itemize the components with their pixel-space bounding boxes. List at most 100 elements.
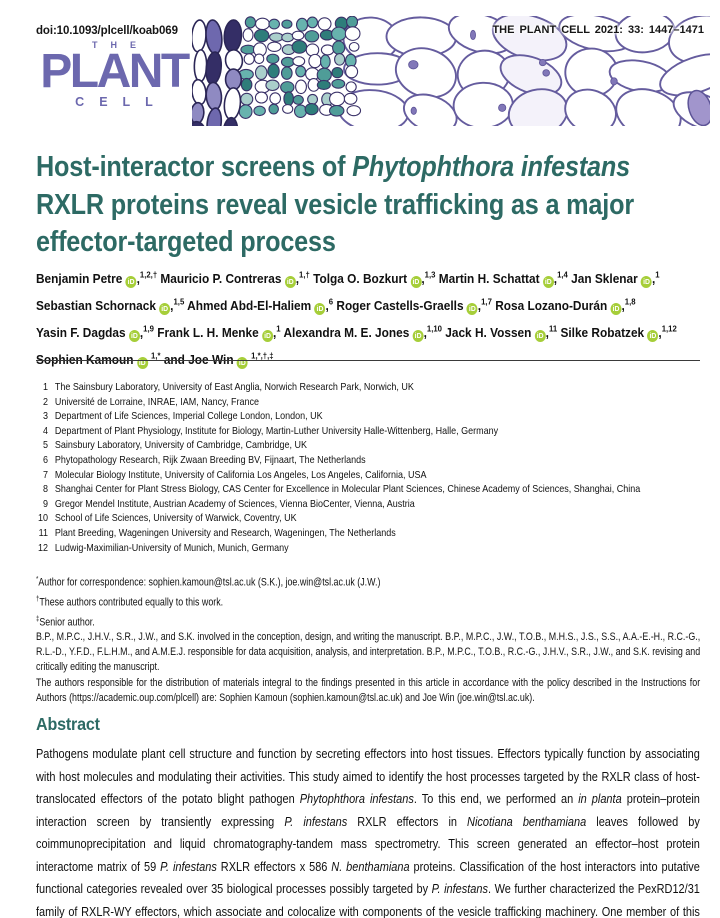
orcid-icon[interactable]: iD [136, 356, 148, 369]
affiliation-text: School of Life Sciences, University of W… [54, 512, 297, 525]
abstract-section: Abstract Pathogens modulate plant cell s… [36, 714, 720, 918]
orcid-icon[interactable]: iD [542, 276, 554, 289]
orcid-icon[interactable]: iD [262, 329, 273, 342]
author: Martin H. Schattat iD ,1,4 [438, 270, 568, 289]
note-line: The authors responsible for the distribu… [36, 676, 701, 704]
affiliation-item: 12 Ludwig-Maximilian-University of Munich… [36, 541, 702, 556]
author-name: Alexandra M. E. Jones [283, 324, 410, 340]
author-name: Benjamin Petre [36, 271, 123, 287]
note-line: B.P., M.P.C., J.H.V., S.R., J.W., and S.… [36, 631, 701, 674]
author: Sophien Kamoun iD 1,* [36, 350, 161, 369]
author: Silke Robatzek iD ,1,12 [560, 323, 677, 342]
author-name: Silke Robatzek [560, 324, 645, 340]
divider-rule [36, 360, 700, 361]
orcid-icon[interactable]: iD [647, 329, 659, 342]
orcid-icon[interactable]: iD [641, 276, 652, 289]
affiliation-text: Université de Lorraine, INRAE, IAM, Nanc… [54, 395, 259, 408]
doi-text: doi:10.1093/plcell/koab069 [36, 25, 178, 37]
affiliation-text: Molecular Biology Institute, University … [54, 468, 427, 481]
author-superscript: 1 [655, 270, 660, 280]
affiliation-number: 5 [42, 439, 48, 452]
affiliation-text: Gregor Mendel Institute, Austrian Academ… [54, 497, 415, 510]
affiliation-number: 7 [42, 468, 48, 481]
author-name: Tolga O. Bozkurt [313, 271, 408, 287]
author-superscript: 1,9 [143, 323, 154, 334]
orcid-icon[interactable]: iD [284, 276, 296, 289]
author-superscript: 1,12 [661, 323, 677, 334]
affiliation-list: 1 The Sainsbury Laboratory, University of… [36, 380, 702, 555]
affiliation-item: 6 Phytopathology Research, Rijk Zwaan Bre… [36, 453, 702, 468]
author-list: Benjamin Petre iD ,1,2,† Mauricio P. Cont… [36, 264, 705, 371]
author-name: Roger Castells-Graells [336, 298, 464, 314]
author: Roger Castells-Graells iD ,1,7 [336, 296, 492, 316]
affiliation-text: Sainsbury Laboratory, University of Camb… [54, 439, 307, 452]
logo-word-plant: PLANT [40, 45, 190, 98]
author: Mauricio P. Contreras iD ,1,† [160, 270, 310, 289]
author: Tolga O. Bozkurt iD ,1,3 [313, 270, 436, 289]
affiliation-text: Department of Life Sciences, Imperial Co… [54, 410, 323, 423]
author-name: Sophien Kamoun [36, 351, 134, 367]
author-superscript: 1,† [299, 270, 310, 280]
author-name: Rosa Lozano-Durán [495, 298, 608, 314]
note-line: *Author for correspondence: sophien.kamo… [36, 574, 381, 589]
affiliation-item: 10 School of Life Sciences, University of… [36, 511, 702, 526]
author: and Joe Win iD 1,*,†,‡ [163, 350, 274, 369]
note-line: †These authors contributed equally to th… [36, 593, 224, 609]
affiliation-item: 7 Molecular Biology Institute, University… [36, 468, 702, 483]
author: Frank L. H. Menke iD ,1 [157, 323, 281, 342]
journal-citation: THE PLANT CELL 2021: 33: 1447–1471 [492, 24, 704, 36]
author-superscript: 1,* [151, 350, 161, 361]
article-title: Host-interactor screens of Phytophthora … [36, 149, 717, 262]
orcid-icon[interactable]: iD [314, 303, 326, 316]
affiliation-text: Phytopathology Research, Rijk Zwaan Bree… [54, 453, 366, 466]
plant-cell-micrograph-image [192, 16, 710, 126]
affiliation-number: 1 [42, 381, 48, 393]
author-notes: *Author for correspondence: sophien.kamo… [36, 571, 700, 706]
affiliation-text: Plant Breeding, Wageningen University an… [54, 526, 396, 539]
abstract-heading: Abstract [36, 714, 100, 734]
orcid-icon[interactable]: iD [412, 329, 424, 342]
author: Jack H. Vossen iD ,11 [445, 323, 558, 342]
affiliation-item: 4 Department of Plant Physiology, Institu… [36, 424, 702, 439]
author-superscript: 1,5 [173, 296, 185, 307]
affiliation-number: 12 [37, 541, 48, 554]
author: Ahmed Abd-El-Haliem iD ,6 [187, 296, 334, 316]
author-superscript: 1 [276, 323, 281, 334]
affiliation-text: The Sainsbury Laboratory, University of … [54, 381, 414, 393]
note-symbol: ‡ [36, 613, 40, 623]
author-name: Mauricio P. Contreras [160, 271, 282, 287]
title-line: effector-targeted process [36, 226, 336, 258]
affiliation-item: 1 The Sainsbury Laboratory, University of… [36, 380, 702, 395]
affiliation-item: 9 Gregor Mendel Institute, Austrian Acade… [36, 497, 702, 512]
orcid-icon[interactable]: iD [534, 329, 546, 342]
affiliation-number: 3 [42, 410, 48, 423]
plant-cell-logo: THE PLANT CELL [40, 40, 190, 109]
orcid-icon[interactable]: iD [236, 356, 248, 369]
affiliation-text: Ludwig-Maximilian-University of Munich, … [54, 541, 289, 554]
logo-word-the: THE [92, 40, 149, 50]
affiliation-item: 8 Shanghai Center for Plant Stress Biolog… [36, 482, 702, 497]
orcid-icon[interactable]: iD [128, 329, 140, 342]
affiliation-number: 10 [37, 512, 48, 525]
affiliation-text: Department of Plant Physiology, Institut… [54, 424, 499, 437]
orcid-icon[interactable]: iD [466, 303, 478, 316]
title-line: Host-interactor screens of Phytophthora … [36, 151, 630, 183]
orcid-icon[interactable]: iD [159, 303, 171, 316]
affiliation-number: 11 [38, 526, 48, 539]
affiliation-item: 5 Sainsbury Laboratory, University of Cam… [36, 438, 702, 453]
note-symbol: * [36, 574, 39, 583]
note-symbol: † [36, 593, 40, 603]
orcid-icon[interactable]: iD [125, 276, 137, 289]
orcid-icon[interactable]: iD [610, 303, 622, 316]
title-line: RXLR proteins reveal vesicle trafficking… [36, 188, 634, 221]
logo-word-cell: CELL [75, 95, 168, 109]
author-superscript: 1,2,† [139, 270, 158, 280]
author-name: Yasin F. Dagdas [36, 324, 126, 340]
author-name: Ahmed Abd-El-Haliem [187, 298, 312, 314]
orcid-icon[interactable]: iD [410, 276, 422, 289]
author-name: Jan Sklenar [571, 271, 638, 287]
affiliation-text: Shanghai Center for Plant Stress Biology… [54, 483, 641, 496]
author-superscript: 1,*,†,‡ [251, 350, 274, 361]
author: Jan Sklenar iD ,1 [571, 270, 660, 289]
